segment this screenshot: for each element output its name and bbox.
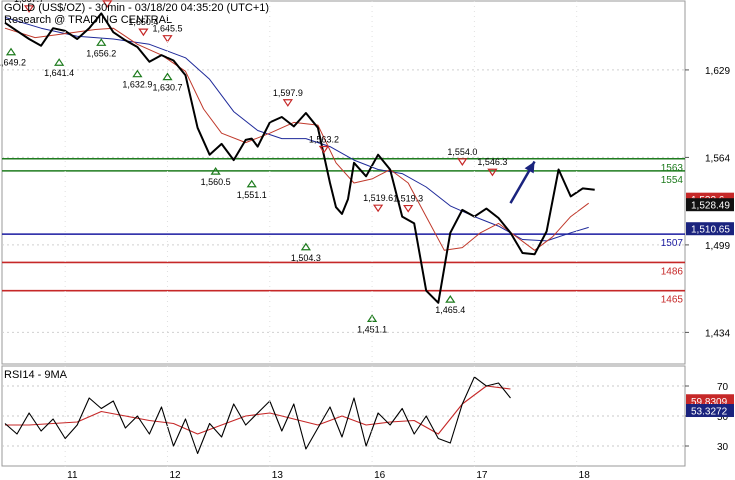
rsi-value-box-label: 53.3272: [691, 407, 728, 418]
resistance-marker: [282, 99, 293, 107]
level-label: 1554: [661, 175, 684, 186]
resistance-marker: [372, 204, 384, 213]
x-tick-label: 17: [476, 470, 488, 480]
resistance-marker: [487, 168, 498, 177]
x-tick-label: 18: [579, 470, 591, 480]
resistance-label: 1,645.5: [152, 24, 182, 34]
support-label: 1,451.1: [357, 324, 387, 334]
support-marker: [300, 242, 312, 251]
resistance-label: 1,546.3: [477, 157, 507, 167]
price-y-tick-label: 1,434: [705, 328, 730, 339]
chart-title: GOLD (US$/OZ) - 30min - 03/18/20 04:35:2…: [4, 2, 269, 14]
resistance-label: 1,563.2: [309, 134, 339, 144]
support-label: 1,504.3: [291, 253, 321, 263]
price-y-tick-label: 1,499: [705, 241, 730, 252]
resistance-marker: [23, 5, 35, 13]
watermark: Research @ TRADING CENTRAL: [4, 14, 172, 26]
x-tick-label: 16: [374, 470, 386, 480]
price-box: [686, 198, 734, 212]
rsi-y-tick-label: 30: [717, 442, 729, 453]
x-tick-label: 13: [272, 470, 284, 480]
support-label: 1,465.4: [435, 305, 465, 315]
price-y-ticks: 1,629 1,564 1,499 1,434: [685, 66, 730, 339]
ma-slow-line: [4, 16, 589, 242]
price-y-tick-label: 1,629: [705, 66, 730, 77]
rsi-title: RSI14 - 9MA: [4, 369, 68, 381]
rsi-ma-line: [5, 385, 511, 435]
price-series: [4, 12, 595, 304]
price-box: [686, 222, 734, 236]
price-box-label: 1,510.65: [691, 225, 730, 236]
level-label: 1465: [661, 295, 684, 306]
resistance-label: 1,519.3: [393, 194, 423, 204]
support-label: 1,641.4: [44, 68, 74, 78]
resistance-label: 1,667.7: [14, 0, 44, 4]
price-y-tick-label: 1,564: [705, 153, 730, 164]
price-panel-frame: [1, 0, 686, 365]
x-axis: 11 12 13 16 17 18: [64, 1, 591, 480]
forecast-arrow-head: [524, 161, 535, 174]
support-label: 1,632.9: [122, 80, 152, 90]
resistance-marker: [457, 158, 468, 166]
price-line: [4, 12, 595, 304]
price-grid: [2, 69, 685, 333]
price-box-label: 1,528.49: [691, 201, 730, 212]
support-marker: [132, 69, 143, 78]
resistance-marker: [102, 0, 113, 8]
level-label: 1563: [661, 163, 684, 174]
ma-fast-line: [4, 27, 589, 251]
support-marker: [96, 38, 107, 46]
rsi-y-tick-label: 70: [717, 382, 729, 393]
support-label: 1,560.5: [201, 177, 231, 187]
resistance-label: 1,650.4: [128, 17, 158, 27]
price-annotations: 1,667.71,671.41,650.41,645.51,597.91,563…: [0, 0, 507, 334]
rsi-y-tick-label: 50: [717, 412, 729, 423]
level-label: 1486: [661, 266, 684, 277]
x-tick-label: 11: [67, 470, 78, 480]
support-marker: [162, 72, 173, 81]
support-marker: [5, 47, 17, 56]
resistance-label: 1,554.0: [447, 147, 477, 157]
support-label: 1,649.2: [0, 58, 26, 68]
rsi-line: [4, 376, 511, 455]
rsi-value-box-label: 59.8309: [691, 397, 728, 408]
support-marker: [246, 179, 257, 188]
x-tick-label: 12: [169, 470, 181, 480]
resistance-label: 1,519.6: [363, 193, 393, 203]
resistance-label: 1,597.9: [273, 88, 303, 98]
resistance-marker: [162, 35, 173, 43]
support-label: 1,656.2: [86, 48, 116, 58]
rsi-value-box: [686, 394, 734, 408]
resistance-marker: [403, 204, 414, 213]
rsi-series: [4, 376, 511, 455]
support-label: 1,630.7: [152, 83, 182, 93]
forecast-arrow: [509, 160, 536, 204]
support-marker: [445, 295, 456, 303]
rsi-value-box: [686, 404, 734, 418]
support-label: 1,551.1: [237, 190, 267, 200]
support-marker: [210, 167, 221, 175]
resistance-marker: [318, 145, 330, 154]
level-label: 1507: [661, 238, 684, 249]
price-boxes: 1,532.61,528.491,510.65: [686, 192, 734, 236]
support-marker: [54, 58, 65, 66]
resistance-marker: [138, 28, 149, 37]
